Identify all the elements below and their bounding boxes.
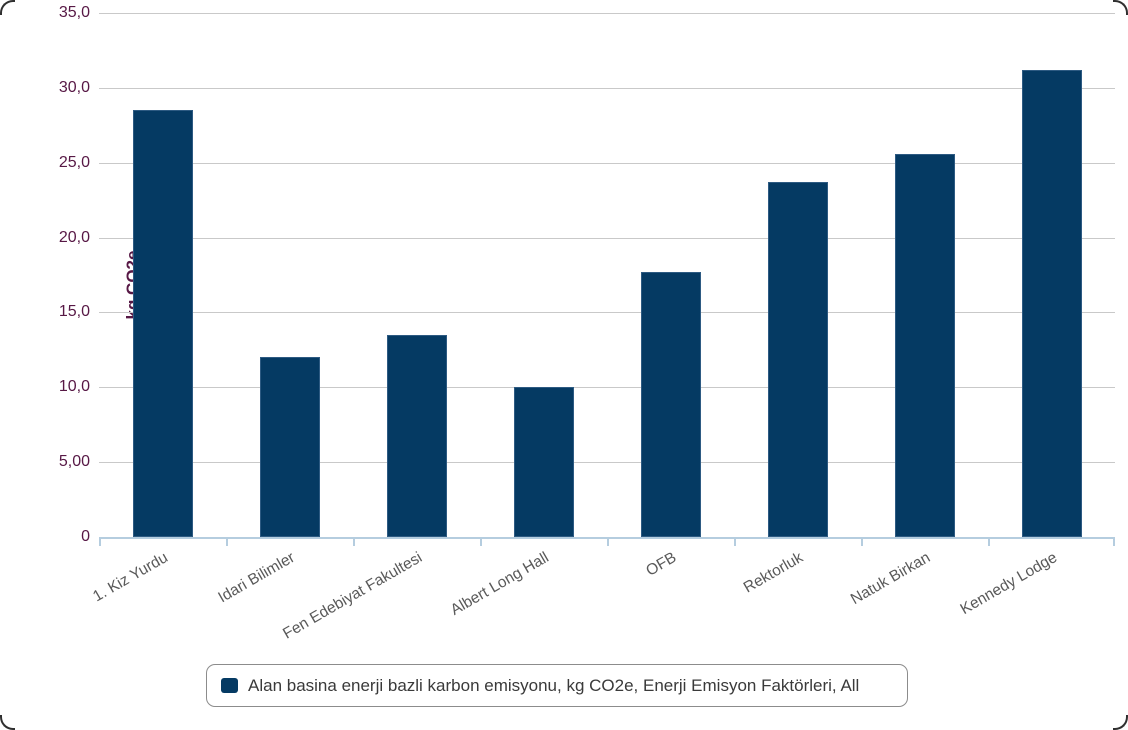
- x-axis-tick: [353, 539, 355, 546]
- window-corner-bottom-right: [1113, 715, 1128, 730]
- x-category-label: 1. Kiz Yurdu: [90, 549, 171, 606]
- x-axis-tick: [861, 539, 863, 546]
- y-tick-label: 20,0: [58, 228, 90, 246]
- gridline: [99, 387, 1115, 389]
- gridline: [99, 13, 1115, 14]
- x-category-label: Rektorluk: [740, 549, 806, 597]
- y-tick-label: 25,0: [58, 153, 90, 171]
- gridline: [99, 237, 1115, 239]
- legend-label: Alan basina enerji bazli karbon emisyonu…: [248, 675, 860, 695]
- legend-item[interactable]: Alan basina enerji bazli karbon emisyonu…: [206, 664, 908, 707]
- gridline: [99, 462, 1115, 464]
- y-tick-label: 10,0: [58, 378, 90, 396]
- bar-ofb[interactable]: [640, 272, 701, 537]
- x-category-label: OFB: [642, 549, 679, 580]
- y-tick-label: 15,0: [58, 303, 90, 321]
- x-axis-tick: [734, 539, 736, 546]
- window-corner-bottom-left: [0, 715, 15, 730]
- gridline: [99, 162, 1115, 164]
- y-tick-label: 35,0: [58, 4, 90, 21]
- x-axis-tick: [607, 539, 609, 546]
- x-category-label: Albert Long Hall: [447, 549, 552, 619]
- y-tick-label: 5,00: [58, 453, 90, 471]
- x-axis-tick: [99, 539, 101, 546]
- window-corner-top-right: [1113, 0, 1128, 15]
- x-category-label: Fen Edebiyat Fakultesi: [279, 549, 425, 643]
- bar-1-kiz-yurdu[interactable]: [132, 110, 193, 537]
- x-category-label: Idari Bilimler: [215, 549, 298, 607]
- plot-area: kg CO2e 05,0010,015,020,025,030,035,01. …: [59, 4, 1115, 643]
- window-corner-top-left: [0, 0, 15, 15]
- bar-kennedy-lodge[interactable]: [1021, 69, 1082, 537]
- x-axis-tick: [480, 539, 482, 546]
- legend-swatch: [221, 678, 238, 693]
- bar-natuk-birkan[interactable]: [894, 153, 955, 537]
- x-category-label: Natuk Birkan: [847, 549, 933, 609]
- gridline: [99, 312, 1115, 314]
- x-axis-tick: [1113, 539, 1115, 546]
- y-tick-label: 0: [81, 528, 90, 545]
- bar-rektorluk[interactable]: [767, 182, 828, 537]
- x-axis-tick: [226, 539, 228, 546]
- x-axis-tick: [988, 539, 990, 546]
- gridline: [99, 87, 1115, 89]
- bar-fen-edebiyat-fakultesi[interactable]: [386, 334, 447, 537]
- x-category-label: Kennedy Lodge: [957, 549, 1060, 619]
- bar-idari-bilimler[interactable]: [259, 357, 320, 537]
- bar-albert-long-hall[interactable]: [513, 387, 574, 537]
- y-tick-label: 30,0: [58, 78, 90, 96]
- x-axis-line: [99, 537, 1115, 539]
